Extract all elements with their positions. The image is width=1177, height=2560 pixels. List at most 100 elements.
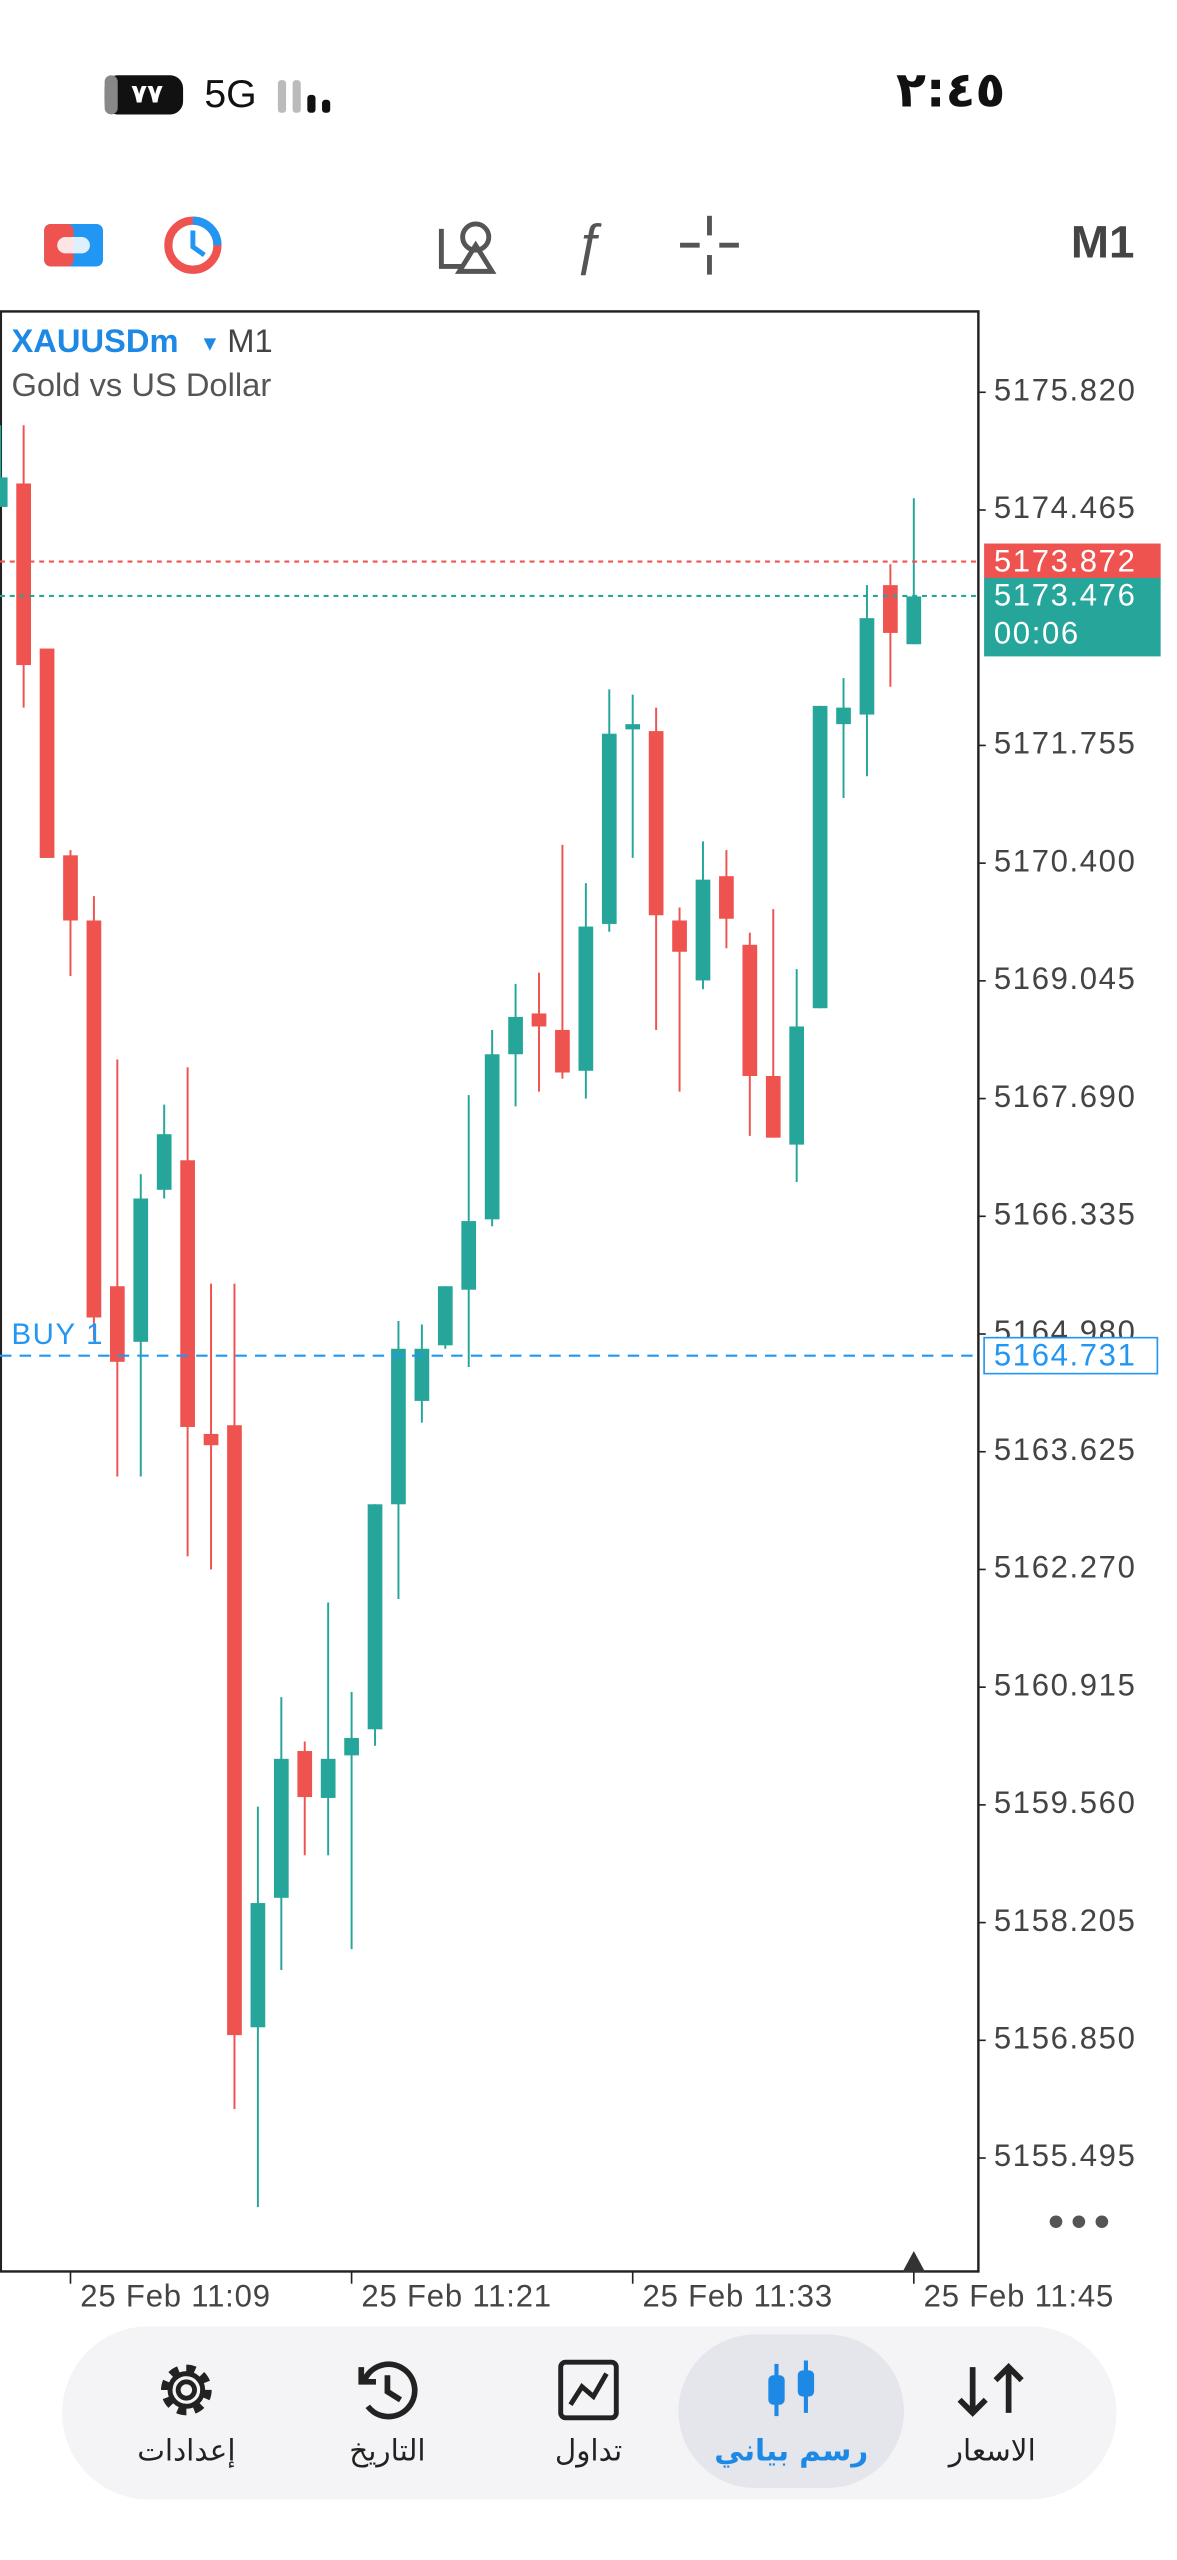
candle-body — [250, 1903, 266, 2028]
candle-body — [742, 944, 758, 1076]
chart-timeframe: M1 — [227, 322, 272, 359]
price-label: 5173.872 — [994, 543, 1137, 578]
current-time-marker — [902, 2251, 926, 2273]
nav-active-pill — [678, 2334, 905, 2489]
candle-body — [414, 1348, 430, 1401]
candle-body — [508, 1016, 523, 1055]
candle-body — [180, 1160, 195, 1427]
candle-body — [906, 596, 922, 645]
candle-body — [203, 1433, 219, 1446]
signal-bar — [322, 99, 331, 113]
order-label[interactable]: BUY 1 — [11, 1318, 104, 1351]
nav-icon-group — [161, 2364, 212, 2416]
candle-body — [227, 1425, 242, 2036]
price-label-box — [983, 1336, 1159, 1375]
nav-label[interactable]: رسم بياني — [714, 2434, 868, 2469]
candle-body — [719, 876, 734, 919]
nav-item[interactable]: الاسعار — [947, 2363, 1036, 2468]
candle-body — [133, 1198, 149, 1342]
crosshair-icon[interactable] — [680, 215, 739, 275]
functions-icon[interactable]: ƒ — [573, 213, 604, 276]
battery-cap — [104, 75, 118, 115]
x-tick-label: 25 Feb 11:45 — [924, 2279, 1114, 2314]
nav-item[interactable]: رسم بياني — [678, 2334, 905, 2489]
indicator-icon[interactable] — [164, 216, 222, 274]
y-tick-label: 5166.335 — [994, 1196, 1137, 1231]
nav-item[interactable]: تداول — [555, 2359, 622, 2468]
candle-body — [367, 1504, 383, 1730]
candle-body — [320, 1758, 336, 1798]
x-tick-label: 25 Feb 11:21 — [361, 2279, 551, 2314]
nav-icon — [768, 2375, 785, 2405]
candle-body — [344, 1737, 359, 1756]
candle-body — [836, 707, 851, 725]
nav-icon — [175, 2379, 197, 2401]
candle-body — [437, 1286, 453, 1346]
nav-label[interactable]: إعدادات — [137, 2434, 235, 2469]
y-tick-label: 5169.045 — [994, 961, 1137, 996]
signal-bar — [307, 94, 316, 113]
nav-icon-group — [957, 2363, 1024, 2417]
signal-bar — [292, 80, 301, 113]
candle-body — [156, 1134, 172, 1190]
nav-icon — [558, 2359, 619, 2421]
candle-body — [109, 1286, 125, 1362]
signal-bar — [277, 80, 287, 113]
candle-body — [883, 585, 898, 633]
axes: 5175.820 5174.465 5171.755 5170.400 5169.045… — [11, 372, 1161, 2314]
candle-body — [578, 926, 594, 1071]
candle-body — [765, 1075, 781, 1138]
candle-body — [625, 724, 641, 730]
clock: ٢:٤٥ — [896, 61, 1005, 119]
candle-body — [555, 1029, 570, 1073]
bottom-nav — [62, 2326, 1117, 2500]
y-tick-label: 5175.820 — [994, 372, 1137, 407]
nav-icon-group — [358, 2361, 418, 2420]
price-label-box — [984, 543, 1161, 580]
network-type: 5G — [204, 72, 256, 116]
nav-icon — [568, 2372, 609, 2407]
price-label: 5173.476 — [994, 578, 1137, 613]
nav-item[interactable]: التاريخ — [349, 2361, 426, 2468]
nav-icon — [167, 2371, 206, 2409]
nav-icon — [957, 2363, 1024, 2417]
battery-icon — [104, 75, 184, 115]
candle-body — [672, 920, 687, 952]
bar-countdown: 00:06 — [994, 615, 1080, 650]
nav-icon — [161, 2364, 212, 2416]
candle-body — [695, 879, 711, 981]
chart-frame — [0, 310, 980, 2273]
nav-icon — [797, 2370, 815, 2397]
candle-body — [0, 477, 8, 507]
candle-body — [461, 1221, 477, 1290]
y-tick-label: 5170.400 — [994, 843, 1137, 878]
candle-body — [86, 920, 102, 1318]
nav-label[interactable]: تداول — [555, 2434, 622, 2468]
plot-area — [0, 425, 978, 2208]
timeframe-button[interactable]: M1 — [1071, 216, 1135, 267]
nav-label[interactable]: التاريخ — [349, 2434, 425, 2468]
objects-icon[interactable] — [438, 221, 497, 274]
candle-body — [648, 731, 664, 916]
y-tick-label: 5162.270 — [994, 1550, 1137, 1585]
status-bar: ٧٧ 5G ٢:٤٥ — [104, 61, 1005, 119]
candle-body — [16, 483, 31, 666]
price-label-box — [984, 577, 1161, 657]
battery-level: ٧٧ — [131, 79, 163, 109]
nav-item[interactable]: إعدادات — [137, 2364, 235, 2469]
symbol[interactable]: XAUUSDm — [11, 322, 178, 359]
candle-body — [39, 648, 55, 858]
price-label: 5164.731 — [994, 1337, 1137, 1372]
candle-body — [789, 1026, 805, 1145]
account-icon[interactable] — [44, 223, 103, 267]
nav-icon — [358, 2361, 418, 2420]
x-tick-label: 25 Feb 11:33 — [643, 2279, 833, 2314]
y-tick-label: 5167.690 — [994, 1079, 1137, 1114]
more-menu[interactable]: ••• — [1044, 2203, 1113, 2244]
nav-items: الاسعار رسم بياني تداول التاريخ إعدادات — [137, 2334, 1036, 2489]
nav-label[interactable]: الاسعار — [947, 2434, 1036, 2468]
symbol-dropdown[interactable]: ▼ — [199, 332, 220, 356]
y-tick-label: 5163.625 — [994, 1432, 1137, 1467]
